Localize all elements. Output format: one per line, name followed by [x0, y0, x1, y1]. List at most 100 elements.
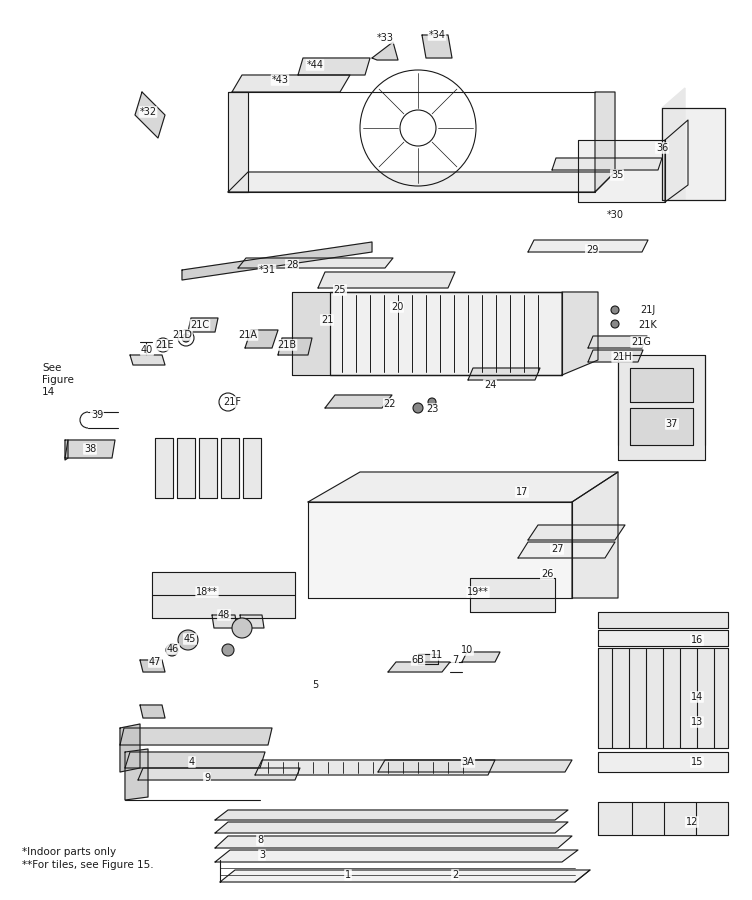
Text: 48: 48 — [218, 610, 230, 620]
Text: 11: 11 — [431, 650, 443, 660]
Circle shape — [413, 403, 423, 413]
Polygon shape — [468, 368, 540, 380]
Polygon shape — [130, 355, 165, 365]
Polygon shape — [120, 724, 140, 772]
Polygon shape — [665, 120, 688, 202]
Polygon shape — [215, 850, 578, 862]
Polygon shape — [422, 35, 452, 58]
Polygon shape — [182, 242, 372, 280]
Text: 2: 2 — [452, 870, 458, 880]
Text: *31: *31 — [259, 265, 275, 275]
Text: 6B: 6B — [411, 655, 424, 665]
Text: 29: 29 — [586, 245, 598, 255]
Polygon shape — [562, 292, 598, 375]
Text: 14: 14 — [42, 387, 55, 397]
Polygon shape — [298, 58, 370, 75]
Polygon shape — [65, 440, 68, 460]
Text: 17: 17 — [516, 487, 528, 497]
Text: Figure: Figure — [42, 375, 74, 385]
Polygon shape — [177, 438, 195, 498]
Polygon shape — [155, 438, 173, 498]
Polygon shape — [578, 140, 665, 202]
Text: 21B: 21B — [277, 340, 296, 350]
Polygon shape — [630, 408, 693, 445]
Polygon shape — [292, 292, 330, 375]
Text: 21K: 21K — [638, 320, 657, 330]
Polygon shape — [212, 615, 237, 628]
Text: 39: 39 — [91, 410, 103, 420]
Text: 7: 7 — [452, 655, 458, 665]
Polygon shape — [125, 749, 148, 800]
Polygon shape — [138, 768, 300, 780]
Text: 26: 26 — [541, 569, 553, 579]
Circle shape — [611, 320, 619, 328]
Polygon shape — [238, 258, 393, 268]
Polygon shape — [572, 472, 618, 598]
Text: 21H: 21H — [612, 352, 632, 362]
Polygon shape — [662, 108, 725, 200]
Text: *32: *32 — [139, 107, 156, 117]
Text: 1: 1 — [345, 870, 351, 880]
Text: See: See — [42, 363, 62, 373]
Text: 8: 8 — [257, 835, 263, 845]
Text: *Indoor parts only: *Indoor parts only — [22, 847, 116, 857]
Circle shape — [222, 644, 234, 656]
Text: *43: *43 — [271, 75, 289, 85]
Polygon shape — [372, 42, 398, 60]
Text: 27: 27 — [550, 544, 563, 554]
Text: **For tiles, see Figure 15.: **For tiles, see Figure 15. — [22, 860, 153, 870]
Polygon shape — [240, 615, 264, 628]
Text: *30: *30 — [607, 210, 623, 220]
Polygon shape — [215, 836, 572, 848]
Polygon shape — [221, 438, 239, 498]
Polygon shape — [388, 662, 450, 672]
Polygon shape — [215, 810, 568, 820]
Polygon shape — [598, 752, 728, 772]
Polygon shape — [378, 760, 572, 772]
Text: 36: 36 — [656, 143, 668, 153]
Text: *34: *34 — [429, 30, 445, 40]
Circle shape — [178, 630, 198, 650]
Polygon shape — [462, 652, 500, 662]
Circle shape — [166, 644, 178, 656]
Polygon shape — [140, 660, 165, 672]
Text: 14: 14 — [691, 692, 703, 702]
Text: 12: 12 — [686, 817, 698, 827]
Polygon shape — [598, 612, 728, 628]
Text: 3A: 3A — [462, 757, 475, 767]
Polygon shape — [245, 330, 278, 348]
Text: 24: 24 — [484, 380, 496, 390]
Text: 35: 35 — [611, 170, 623, 180]
Text: 46: 46 — [167, 644, 179, 654]
Polygon shape — [418, 654, 438, 664]
Circle shape — [160, 342, 166, 348]
Polygon shape — [215, 822, 568, 833]
Polygon shape — [255, 760, 495, 775]
Text: 25: 25 — [334, 285, 346, 295]
Polygon shape — [595, 92, 615, 192]
Text: 23: 23 — [426, 404, 438, 414]
Text: 4: 4 — [189, 757, 195, 767]
Text: 21E: 21E — [156, 340, 174, 350]
Polygon shape — [528, 240, 648, 252]
Text: 38: 38 — [84, 444, 96, 454]
Polygon shape — [140, 705, 165, 718]
Circle shape — [182, 334, 190, 342]
Polygon shape — [318, 272, 455, 288]
Polygon shape — [228, 92, 248, 192]
Text: 21A: 21A — [238, 330, 257, 340]
Polygon shape — [588, 336, 647, 348]
Polygon shape — [152, 572, 295, 618]
Text: 47: 47 — [149, 657, 161, 667]
Text: 10: 10 — [461, 645, 473, 655]
Polygon shape — [325, 395, 392, 408]
Text: 21J: 21J — [641, 305, 656, 315]
Text: 28: 28 — [286, 260, 299, 270]
Polygon shape — [598, 630, 728, 646]
Circle shape — [611, 306, 619, 314]
Text: 22: 22 — [384, 399, 396, 409]
Text: 21D: 21D — [172, 330, 192, 340]
Polygon shape — [308, 472, 618, 502]
Polygon shape — [528, 525, 625, 540]
Polygon shape — [278, 338, 312, 355]
